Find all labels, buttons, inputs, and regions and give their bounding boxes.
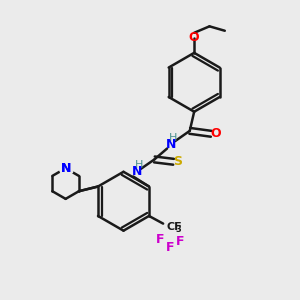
Text: N: N xyxy=(165,138,176,151)
Text: F: F xyxy=(166,241,175,254)
Text: N: N xyxy=(132,165,142,178)
Text: O: O xyxy=(210,127,221,140)
Text: F: F xyxy=(156,233,164,246)
Text: N: N xyxy=(60,162,71,175)
Text: H: H xyxy=(135,160,143,170)
Text: 3: 3 xyxy=(176,225,181,234)
Text: N: N xyxy=(60,162,71,175)
Text: S: S xyxy=(173,155,182,168)
Text: H: H xyxy=(169,133,177,142)
Text: O: O xyxy=(189,31,200,44)
Text: F: F xyxy=(176,236,184,248)
Text: CF: CF xyxy=(166,222,182,232)
